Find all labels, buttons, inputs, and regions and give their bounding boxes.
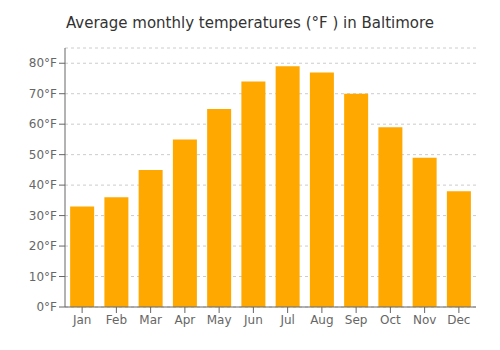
svg-text:Apr: Apr bbox=[174, 313, 195, 327]
svg-text:Sep: Sep bbox=[345, 313, 368, 327]
svg-text:30°F: 30°F bbox=[29, 209, 57, 223]
html-text:Average monthly temperatures (: Average monthly temperatures (°F ) in Ba… bbox=[66, 14, 434, 32]
svg-text:40°F: 40°F bbox=[29, 178, 57, 192]
svg-text:Nov: Nov bbox=[413, 313, 436, 327]
svg-text:60°F: 60°F bbox=[29, 117, 57, 131]
svg-text:Feb: Feb bbox=[106, 313, 127, 327]
svg-text:Jul: Jul bbox=[279, 313, 294, 327]
svg-text:0°F: 0°F bbox=[36, 300, 57, 314]
svg-text:Jan: Jan bbox=[72, 313, 92, 327]
svg-text:10°F: 10°F bbox=[29, 270, 57, 284]
svg-text:20°F: 20°F bbox=[29, 239, 57, 253]
svg-text:Jun: Jun bbox=[243, 313, 263, 327]
svg-text:80°F: 80°F bbox=[29, 56, 57, 70]
svg-text:May: May bbox=[207, 313, 232, 327]
svg-text:Oct: Oct bbox=[380, 313, 401, 327]
svg-text:Mar: Mar bbox=[139, 313, 162, 327]
svg-text:Aug: Aug bbox=[310, 313, 333, 327]
svg-text:50°F: 50°F bbox=[29, 148, 57, 162]
svg-text:70°F: 70°F bbox=[29, 87, 57, 101]
svg-text:Dec: Dec bbox=[447, 313, 470, 327]
